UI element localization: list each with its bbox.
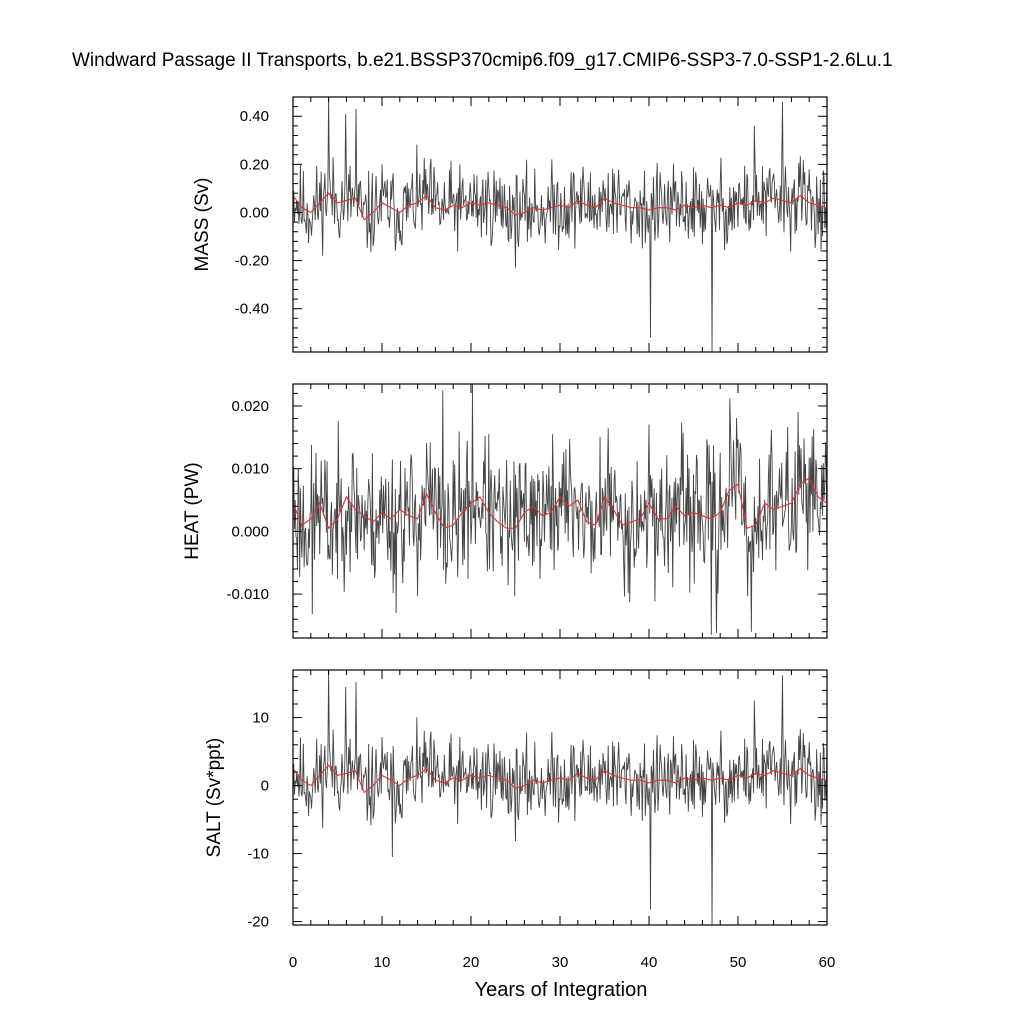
raw-series-line	[293, 384, 827, 635]
y-tick-label: 10	[252, 710, 269, 727]
y-tick-label: -10	[247, 846, 269, 863]
chart-title: Windward Passage II Transports, b.e21.BS…	[72, 50, 893, 71]
y-tick-label: 0	[261, 778, 269, 795]
raw-series-line	[293, 97, 827, 352]
x-tick-label: 10	[374, 954, 391, 971]
y-axis-label: HEAT (PW)	[182, 462, 203, 559]
x-axis-label: Years of Integration	[475, 979, 648, 1001]
x-tick-label: 0	[289, 954, 297, 971]
raw-series-line	[293, 670, 827, 925]
panel-2: 0.020 0.010 0.000 -0.010 HEAT (PW)	[182, 383, 828, 639]
x-tick-label: 60	[819, 954, 836, 971]
smoothed-series-line	[293, 477, 827, 530]
y-tick-label: 0.40	[240, 108, 269, 125]
x-tick-label: 50	[730, 954, 747, 971]
x-tick-label: 20	[463, 954, 480, 971]
x-tick-label: 30	[552, 954, 569, 971]
y-tick-label: -0.20	[235, 253, 269, 270]
x-tick-label: 40	[641, 954, 658, 971]
y-tick-label: 0.20	[240, 156, 269, 173]
y-tick-label: -0.40	[235, 301, 269, 318]
y-tick-label: -20	[247, 914, 269, 931]
y-axis-label: MASS (Sv)	[192, 178, 213, 272]
y-axis-label: SALT (Sv*ppt)	[204, 738, 225, 858]
smoothed-series-line	[293, 192, 827, 221]
y-tick-label: 0.000	[231, 523, 269, 540]
smoothed-series-line	[293, 764, 827, 794]
y-tick-label: -0.010	[226, 586, 269, 603]
y-tick-label: 0.010	[231, 461, 269, 478]
panel-3: 10 0 -10 -20 SALT (Sv*ppt) 0 10 20 30 40 50 60	[204, 669, 836, 971]
panel-1: 0.40 0.20 0.00 -0.20 -0.40 MASS (Sv)	[192, 96, 828, 353]
y-tick-label: 0.020	[231, 398, 269, 415]
panels: 0.40 0.20 0.00 -0.20 -0.40 MASS (Sv) 0.020 0.01…	[182, 96, 836, 971]
y-tick-label: 0.00	[240, 204, 269, 221]
